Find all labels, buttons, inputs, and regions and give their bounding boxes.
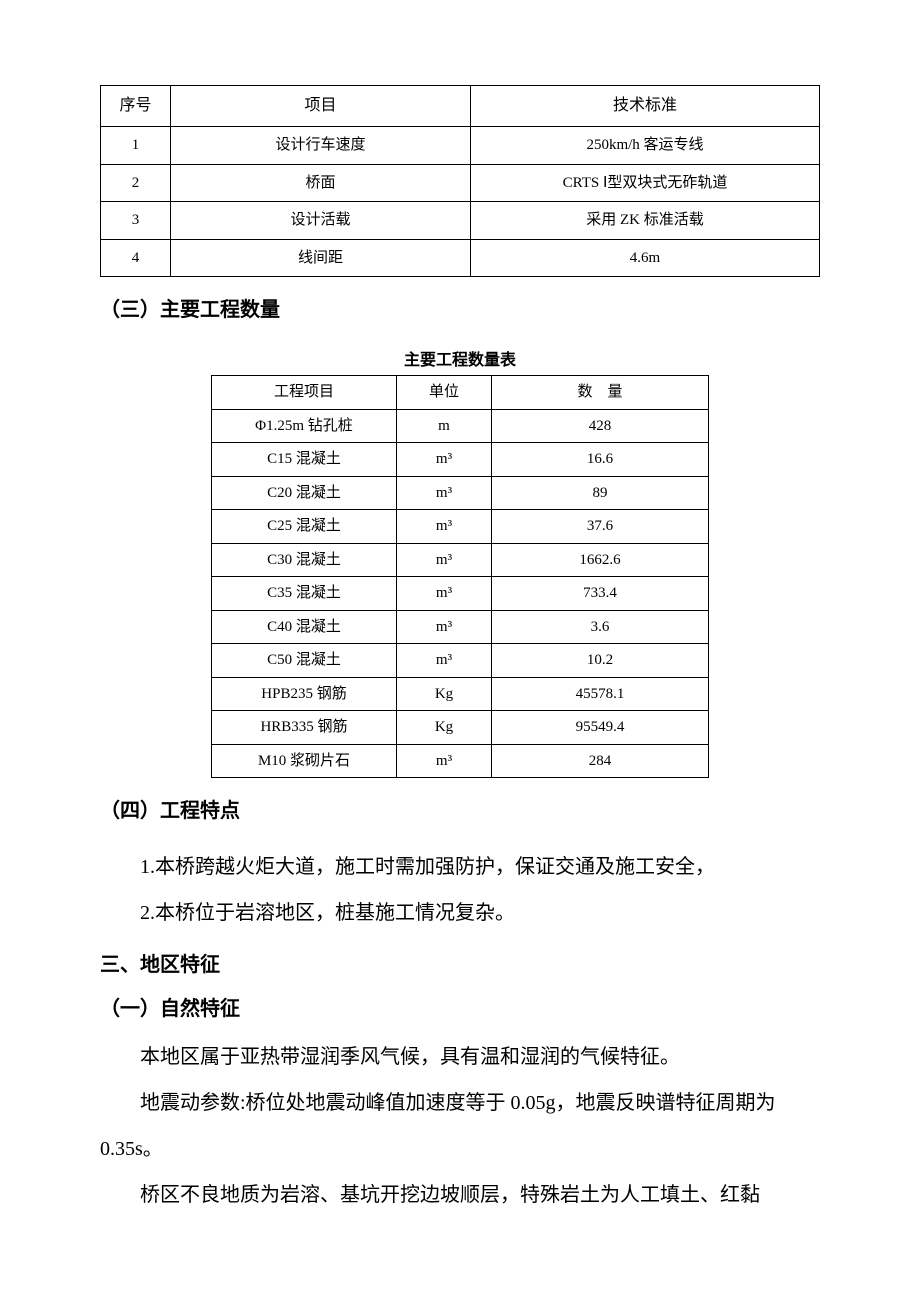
cell-qty: 284 bbox=[492, 744, 709, 778]
cell-unit: Kg bbox=[397, 711, 492, 745]
cell-seq: 2 bbox=[101, 164, 171, 202]
cell-item: C35 混凝土 bbox=[212, 577, 397, 611]
table-header-row: 序号 项目 技术标准 bbox=[101, 86, 820, 127]
cell-item: M10 浆砌片石 bbox=[212, 744, 397, 778]
cell-item: C30 混凝土 bbox=[212, 543, 397, 577]
cell-unit: m³ bbox=[397, 443, 492, 477]
cell-qty: 3.6 bbox=[492, 610, 709, 644]
table-header-row: 工程项目 单位 数 量 bbox=[212, 376, 709, 410]
th-item: 工程项目 bbox=[212, 376, 397, 410]
cell-standard: CRTS Ⅰ型双块式无砟轨道 bbox=[471, 164, 820, 202]
cell-item: HPB235 钢筋 bbox=[212, 677, 397, 711]
heading-level-1: 三、地区特征 bbox=[100, 950, 820, 980]
quantity-table: 工程项目 单位 数 量 Φ1.25m 钻孔桩m428C15 混凝土m³16.6C… bbox=[211, 375, 709, 778]
table-row: M10 浆砌片石m³284 bbox=[212, 744, 709, 778]
paragraph: 本地区属于亚热带湿润季风气候，具有温和湿润的气候特征。 bbox=[100, 1034, 820, 1080]
th-unit: 单位 bbox=[397, 376, 492, 410]
cell-unit: m bbox=[397, 409, 492, 443]
table-row: 2 桥面 CRTS Ⅰ型双块式无砟轨道 bbox=[101, 164, 820, 202]
cell-project: 桥面 bbox=[171, 164, 471, 202]
paragraph-text: 地震动参数:桥位处地震动峰值加速度等于 0.05g，地震反映谱特征周期为 0.3… bbox=[100, 1092, 776, 1160]
paragraph: 地震动参数:桥位处地震动峰值加速度等于 0.05g，地震反映谱特征周期为 0.3… bbox=[100, 1080, 820, 1172]
cell-item: C15 混凝土 bbox=[212, 443, 397, 477]
list-item: 1.本桥跨越火炬大道，施工时需加强防护，保证交通及施工安全， bbox=[100, 844, 820, 890]
cell-qty: 45578.1 bbox=[492, 677, 709, 711]
table-row: 4 线间距 4.6m bbox=[101, 239, 820, 277]
cell-qty: 16.6 bbox=[492, 443, 709, 477]
cell-item: C40 混凝土 bbox=[212, 610, 397, 644]
table2-caption: 主要工程数量表 bbox=[100, 349, 820, 373]
table-row: C50 混凝土m³10.2 bbox=[212, 644, 709, 678]
cell-qty: 1662.6 bbox=[492, 543, 709, 577]
cell-seq: 4 bbox=[101, 239, 171, 277]
cell-unit: m³ bbox=[397, 610, 492, 644]
cell-item: C25 混凝土 bbox=[212, 510, 397, 544]
cell-item: C50 混凝土 bbox=[212, 644, 397, 678]
cell-unit: m³ bbox=[397, 644, 492, 678]
cell-standard: 250km/h 客运专线 bbox=[471, 127, 820, 165]
cell-project: 线间距 bbox=[171, 239, 471, 277]
section-heading-4: （四）工程特点 bbox=[100, 796, 820, 826]
cell-project: 设计行车速度 bbox=[171, 127, 471, 165]
heading-level-2: （一）自然特征 bbox=[100, 994, 820, 1024]
cell-unit: m³ bbox=[397, 577, 492, 611]
cell-unit: Kg bbox=[397, 677, 492, 711]
cell-unit: m³ bbox=[397, 744, 492, 778]
table-row: C20 混凝土m³89 bbox=[212, 476, 709, 510]
table-row: C25 混凝土m³37.6 bbox=[212, 510, 709, 544]
cell-standard: 采用 ZK 标准活载 bbox=[471, 202, 820, 240]
cell-unit: m³ bbox=[397, 476, 492, 510]
table-row: C35 混凝土m³733.4 bbox=[212, 577, 709, 611]
cell-project: 设计活载 bbox=[171, 202, 471, 240]
cell-standard: 4.6m bbox=[471, 239, 820, 277]
cell-qty: 37.6 bbox=[492, 510, 709, 544]
cell-unit: m³ bbox=[397, 510, 492, 544]
th-project: 项目 bbox=[171, 86, 471, 127]
list-item: 2.本桥位于岩溶地区，桩基施工情况复杂。 bbox=[100, 890, 820, 936]
cell-unit: m³ bbox=[397, 543, 492, 577]
cell-qty: 89 bbox=[492, 476, 709, 510]
table-row: Φ1.25m 钻孔桩m428 bbox=[212, 409, 709, 443]
cell-qty: 733.4 bbox=[492, 577, 709, 611]
section-heading-3: （三）主要工程数量 bbox=[100, 295, 820, 325]
table-row: C15 混凝土m³16.6 bbox=[212, 443, 709, 477]
table-row: C40 混凝土m³3.6 bbox=[212, 610, 709, 644]
th-standard: 技术标准 bbox=[471, 86, 820, 127]
cell-qty: 10.2 bbox=[492, 644, 709, 678]
cell-qty: 428 bbox=[492, 409, 709, 443]
cell-item: C20 混凝土 bbox=[212, 476, 397, 510]
cell-item: Φ1.25m 钻孔桩 bbox=[212, 409, 397, 443]
table-row: 1 设计行车速度 250km/h 客运专线 bbox=[101, 127, 820, 165]
table-row: C30 混凝土m³1662.6 bbox=[212, 543, 709, 577]
paragraph: 桥区不良地质为岩溶、基坑开挖边坡顺层，特殊岩土为人工填土、红黏 bbox=[100, 1172, 820, 1218]
cell-item: HRB335 钢筋 bbox=[212, 711, 397, 745]
th-seq: 序号 bbox=[101, 86, 171, 127]
cell-qty: 95549.4 bbox=[492, 711, 709, 745]
tech-standards-table: 序号 项目 技术标准 1 设计行车速度 250km/h 客运专线 2 桥面 CR… bbox=[100, 85, 820, 277]
cell-seq: 1 bbox=[101, 127, 171, 165]
table-row: 3 设计活载 采用 ZK 标准活载 bbox=[101, 202, 820, 240]
table-row: HPB235 钢筋Kg45578.1 bbox=[212, 677, 709, 711]
table-row: HRB335 钢筋Kg95549.4 bbox=[212, 711, 709, 745]
th-qty: 数 量 bbox=[492, 376, 709, 410]
cell-seq: 3 bbox=[101, 202, 171, 240]
